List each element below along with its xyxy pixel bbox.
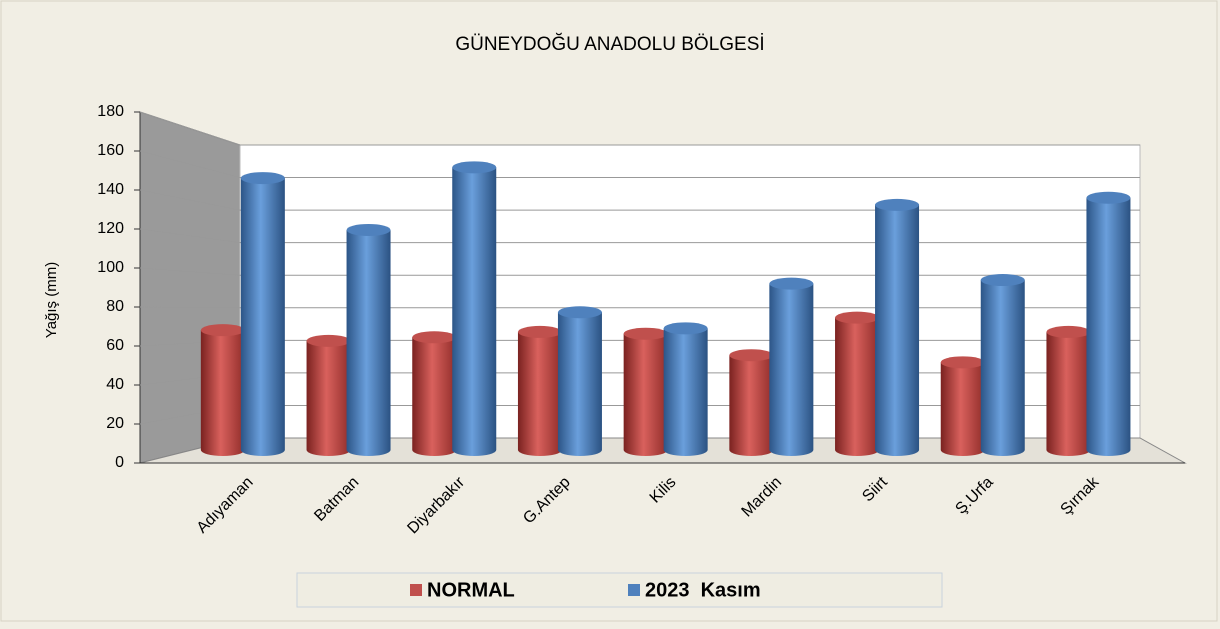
bar-top: [200, 324, 245, 337]
bar: [306, 340, 351, 456]
bar: [769, 283, 814, 456]
legend-swatch: [628, 584, 640, 596]
bar: [623, 333, 668, 456]
bar: [346, 229, 391, 456]
legend: [296, 572, 943, 608]
bar: [835, 317, 880, 456]
bar-top: [1086, 191, 1131, 204]
bar: [663, 328, 708, 456]
bar-top: [623, 327, 668, 340]
bar-top: [240, 172, 285, 185]
bar-top: [663, 322, 708, 335]
bar-top: [1046, 325, 1091, 338]
y-axis-label: Yağış (mm): [43, 262, 60, 338]
bar: [729, 355, 774, 456]
y-tick-label: 160: [97, 142, 124, 159]
bar-top: [557, 306, 602, 319]
bar-top: [980, 274, 1025, 287]
grid-line: [139, 228, 1140, 244]
bar: [200, 330, 245, 456]
bar: [1046, 331, 1091, 456]
grid-line: [139, 306, 1140, 309]
y-tick-label: 140: [97, 181, 124, 198]
y-tick-label: 80: [106, 298, 124, 315]
bar-top: [452, 161, 497, 174]
bar: [1086, 197, 1131, 456]
grid-line: [139, 150, 1140, 179]
bar-top: [306, 334, 351, 347]
bar: [940, 362, 985, 456]
bar-top: [517, 325, 562, 338]
y-tick-label: 0: [115, 454, 124, 471]
bar: [875, 204, 920, 456]
y-tick-label: 20: [106, 415, 124, 432]
bar-top: [412, 331, 457, 344]
bar-top: [729, 349, 774, 362]
y-tick-label: 60: [106, 337, 124, 354]
bar-top: [346, 223, 391, 236]
bar-top: [875, 198, 920, 211]
bar: [452, 167, 497, 456]
bar: [412, 337, 457, 456]
grid-line: [139, 111, 1140, 146]
bar-top: [769, 277, 814, 290]
legend-label: 2023 Kasım: [645, 579, 761, 601]
y-tick-label: 180: [97, 103, 124, 120]
grid-line: [139, 267, 1140, 276]
bar: [240, 178, 285, 457]
grid-line: [139, 189, 1140, 211]
bar-top: [835, 311, 880, 324]
y-tick-label: 100: [97, 259, 124, 276]
bar-top: [940, 356, 985, 369]
chart-title: GÜNEYDOĞU ANADOLU BÖLGESİ: [455, 33, 764, 55]
legend-label: NORMAL: [427, 579, 515, 601]
y-tick-label: 40: [106, 376, 124, 393]
y-tick-label: 120: [97, 220, 124, 237]
bar: [980, 280, 1025, 456]
bar: [517, 331, 562, 456]
bar: [557, 312, 602, 456]
legend-swatch: [410, 584, 422, 596]
